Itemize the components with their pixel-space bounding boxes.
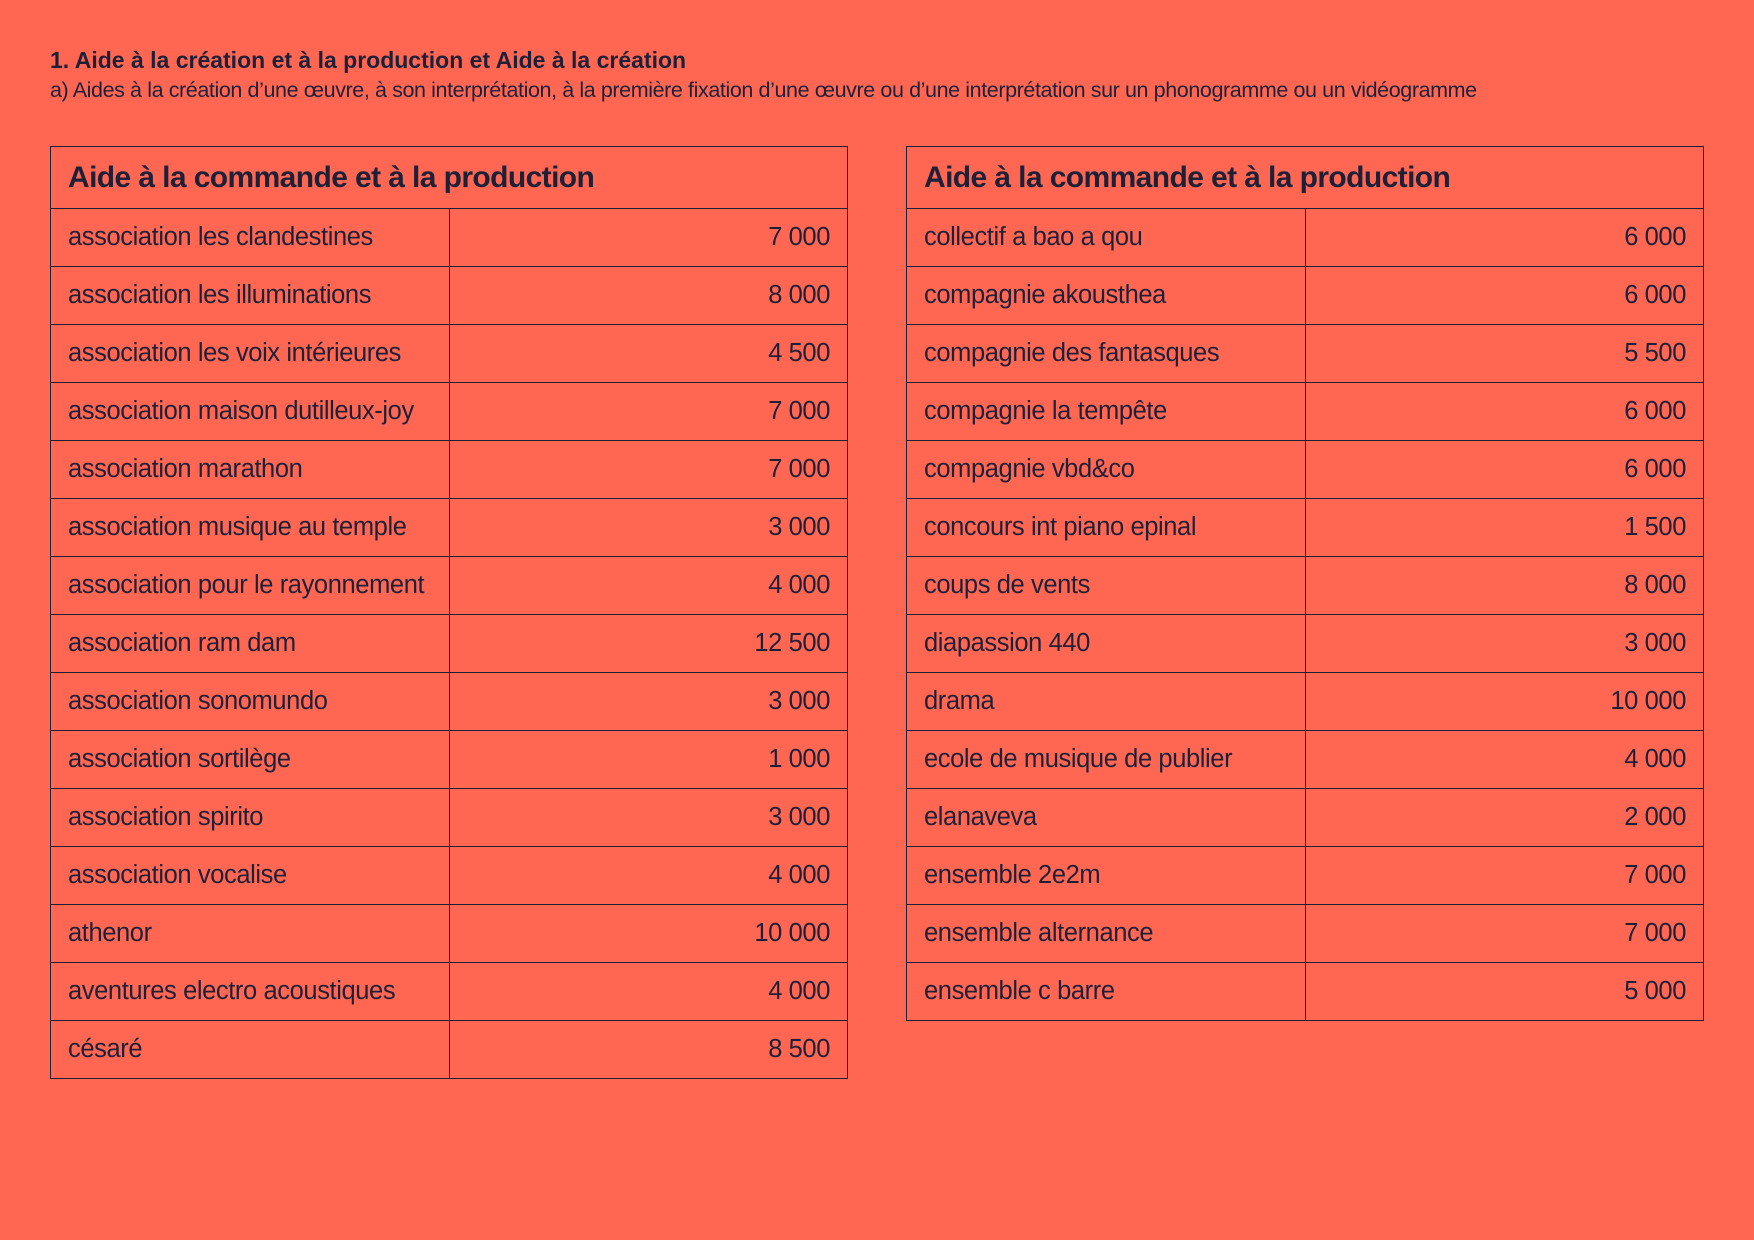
table-header-row: Aide à la commande et à la production	[906, 146, 1704, 209]
grant-amount: 3 000	[448, 498, 848, 557]
table-row: compagnie la tempête 6 000	[906, 382, 1704, 441]
recipient-name: coups de vents	[906, 556, 1306, 615]
recipient-name: association maison dutilleux-joy	[50, 382, 450, 441]
grant-amount: 10 000	[1304, 672, 1704, 731]
recipient-name: association les clandestines	[50, 208, 450, 267]
table-row: compagnie vbd&co 6 000	[906, 440, 1704, 499]
grant-amount: 10 000	[448, 904, 848, 963]
grant-table-left: Aide à la commande et à la production as…	[50, 146, 848, 1079]
grant-amount: 1 000	[448, 730, 848, 789]
recipient-name: association les voix intérieures	[50, 324, 450, 383]
recipient-name: athenor	[50, 904, 450, 963]
grant-amount: 4 000	[448, 846, 848, 905]
table-row: ensemble c barre 5 000	[906, 962, 1704, 1021]
table-row: diapassion 440 3 000	[906, 614, 1704, 673]
grant-amount: 7 000	[1304, 904, 1704, 963]
grant-amount: 1 500	[1304, 498, 1704, 557]
grant-amount: 7 000	[1304, 846, 1704, 905]
recipient-name: ecole de musique de publier	[906, 730, 1306, 789]
table-row: aventures electro acoustiques 4 000	[50, 962, 848, 1021]
table-row: association sortilège 1 000	[50, 730, 848, 789]
recipient-name: association ram dam	[50, 614, 450, 673]
recipient-name: diapassion 440	[906, 614, 1306, 673]
grant-amount: 5 500	[1304, 324, 1704, 383]
table-row: association ram dam 12 500	[50, 614, 848, 673]
table-row: athenor 10 000	[50, 904, 848, 963]
section-subtitle: a) Aides à la création d’une œuvre, à so…	[50, 78, 1477, 102]
table-row: ensemble alternance 7 000	[906, 904, 1704, 963]
table-row: association sonomundo 3 000	[50, 672, 848, 731]
recipient-name: aventures electro acoustiques	[50, 962, 450, 1021]
grant-amount: 7 000	[448, 208, 848, 267]
recipient-name: association spirito	[50, 788, 450, 847]
grant-amount: 8 000	[448, 266, 848, 325]
table-row: compagnie des fantasques 5 500	[906, 324, 1704, 383]
grant-amount: 6 000	[1304, 266, 1704, 325]
table-row: collectif a bao a qou 6 000	[906, 208, 1704, 267]
grant-amount: 4 000	[1304, 730, 1704, 789]
recipient-name: association vocalise	[50, 846, 450, 905]
grant-amount: 6 000	[1304, 208, 1704, 267]
recipient-name: association musique au temple	[50, 498, 450, 557]
table-title: Aide à la commande et à la production	[906, 146, 1704, 209]
grant-amount: 7 000	[448, 382, 848, 441]
table-row: compagnie akousthea 6 000	[906, 266, 1704, 325]
table-row: association spirito 3 000	[50, 788, 848, 847]
table-row: ecole de musique de publier 4 000	[906, 730, 1704, 789]
table-row: drama 10 000	[906, 672, 1704, 731]
recipient-name: elanaveva	[906, 788, 1306, 847]
table-row: association maison dutilleux-joy 7 000	[50, 382, 848, 441]
grant-amount: 4 500	[448, 324, 848, 383]
recipient-name: compagnie akousthea	[906, 266, 1306, 325]
table-row: césaré 8 500	[50, 1020, 848, 1079]
grant-amount: 12 500	[448, 614, 848, 673]
table-header-row: Aide à la commande et à la production	[50, 146, 848, 209]
grant-amount: 4 000	[448, 962, 848, 1021]
grant-amount: 5 000	[1304, 962, 1704, 1021]
recipient-name: drama	[906, 672, 1306, 731]
grant-table-right: Aide à la commande et à la production co…	[906, 146, 1704, 1021]
recipient-name: concours int piano epinal	[906, 498, 1306, 557]
recipient-name: association pour le rayonnement	[50, 556, 450, 615]
recipient-name: compagnie vbd&co	[906, 440, 1306, 499]
recipient-name: ensemble 2e2m	[906, 846, 1306, 905]
recipient-name: césaré	[50, 1020, 450, 1079]
recipient-name: association sonomundo	[50, 672, 450, 731]
recipient-name: compagnie la tempête	[906, 382, 1306, 441]
grant-amount: 3 000	[1304, 614, 1704, 673]
grant-amount: 6 000	[1304, 382, 1704, 441]
grant-amount: 8 000	[1304, 556, 1704, 615]
recipient-name: ensemble alternance	[906, 904, 1306, 963]
table-row: association vocalise 4 000	[50, 846, 848, 905]
table-row: association marathon 7 000	[50, 440, 848, 499]
grant-amount: 8 500	[448, 1020, 848, 1079]
recipient-name: collectif a bao a qou	[906, 208, 1306, 267]
section-title: 1. Aide à la création et à la production…	[50, 47, 687, 73]
grant-amount: 3 000	[448, 672, 848, 731]
table-row: association pour le rayonnement 4 000	[50, 556, 848, 615]
grant-amount: 6 000	[1304, 440, 1704, 499]
table-row: association les illuminations 8 000	[50, 266, 848, 325]
table-row: association musique au temple 3 000	[50, 498, 848, 557]
grant-amount: 7 000	[448, 440, 848, 499]
table-row: elanaveva 2 000	[906, 788, 1704, 847]
recipient-name: association les illuminations	[50, 266, 450, 325]
grant-amount: 4 000	[448, 556, 848, 615]
table-title: Aide à la commande et à la production	[50, 146, 848, 209]
table-row: coups de vents 8 000	[906, 556, 1704, 615]
table-row: association les voix intérieures 4 500	[50, 324, 848, 383]
table-row: concours int piano epinal 1 500	[906, 498, 1704, 557]
table-row: association les clandestines 7 000	[50, 208, 848, 267]
recipient-name: compagnie des fantasques	[906, 324, 1306, 383]
recipient-name: association sortilège	[50, 730, 450, 789]
grant-amount: 3 000	[448, 788, 848, 847]
recipient-name: ensemble c barre	[906, 962, 1306, 1021]
recipient-name: association marathon	[50, 440, 450, 499]
grant-amount: 2 000	[1304, 788, 1704, 847]
page-header: 1. Aide à la création et à la production…	[50, 45, 1720, 105]
table-row: ensemble 2e2m 7 000	[906, 846, 1704, 905]
